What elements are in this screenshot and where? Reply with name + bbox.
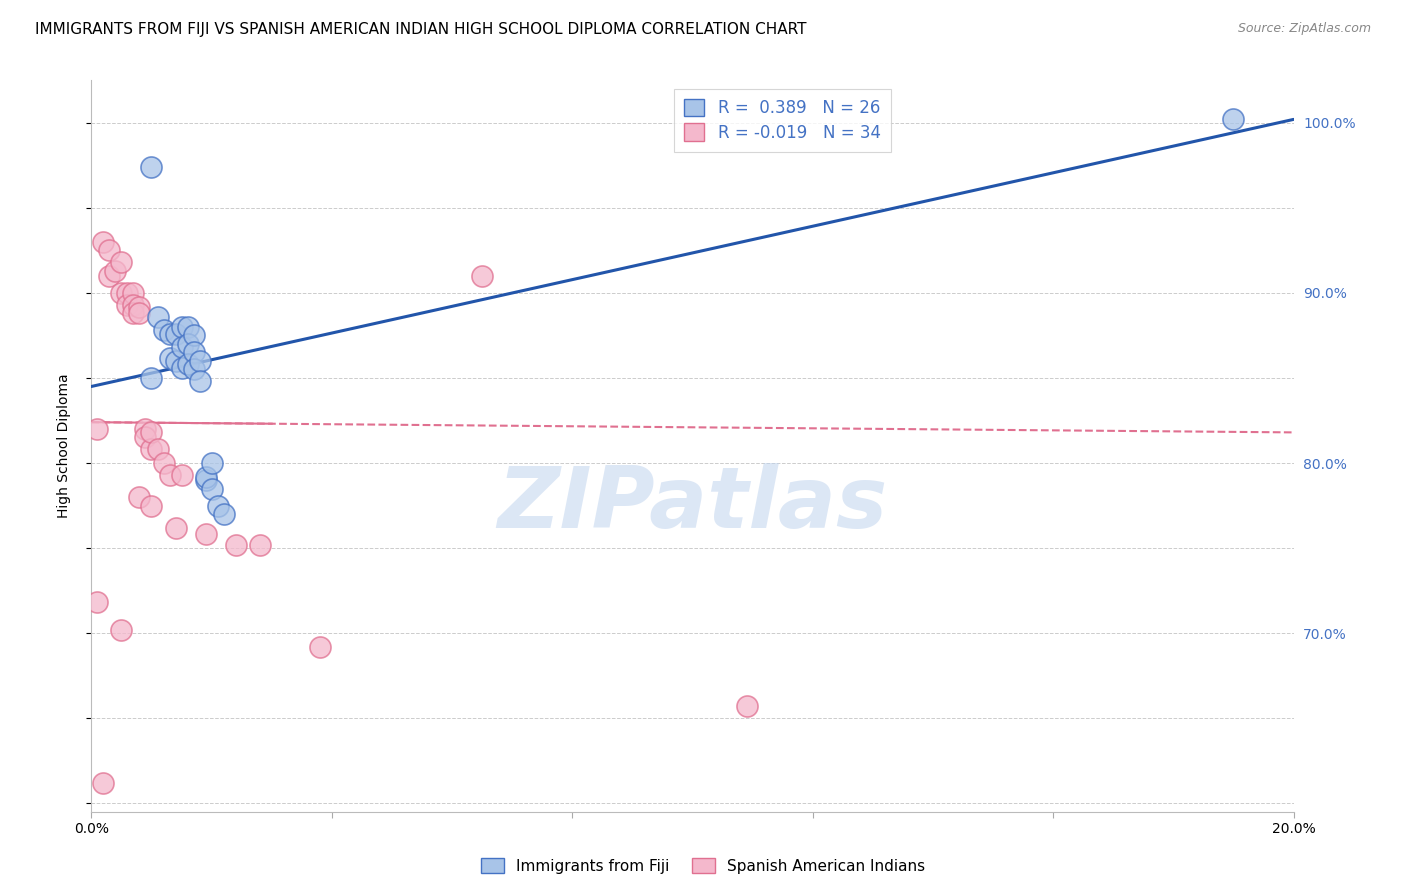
Point: [201, 482, 224, 496]
Point: [86, 422, 108, 436]
Point: [212, 507, 235, 521]
Point: [159, 467, 181, 482]
Point: [152, 456, 174, 470]
Point: [141, 425, 163, 440]
Text: Source: ZipAtlas.com: Source: ZipAtlas.com: [1237, 22, 1371, 36]
Text: IMMIGRANTS FROM FIJI VS SPANISH AMERICAN INDIAN HIGH SCHOOL DIPLOMA CORRELATION : IMMIGRANTS FROM FIJI VS SPANISH AMERICAN…: [35, 22, 807, 37]
Point: [176, 357, 198, 371]
Point: [110, 285, 132, 300]
Point: [86, 595, 108, 609]
Point: [159, 326, 181, 341]
Point: [110, 255, 132, 269]
Legend: Immigrants from Fiji, Spanish American Indians: Immigrants from Fiji, Spanish American I…: [475, 852, 931, 880]
Point: [104, 264, 127, 278]
Point: [194, 469, 217, 483]
Point: [249, 538, 271, 552]
Point: [176, 320, 198, 334]
Point: [188, 375, 211, 389]
Point: [128, 300, 150, 314]
Point: [159, 351, 181, 365]
Point: [183, 345, 205, 359]
Point: [225, 538, 247, 552]
Point: [128, 490, 150, 504]
Point: [141, 442, 163, 457]
Point: [170, 467, 193, 482]
Y-axis label: High School Diploma: High School Diploma: [56, 374, 70, 518]
Legend: R =  0.389   N = 26, R = -0.019   N = 34: R = 0.389 N = 26, R = -0.019 N = 34: [675, 88, 891, 152]
Point: [308, 640, 330, 654]
Point: [128, 306, 150, 320]
Point: [170, 360, 193, 375]
Point: [117, 298, 139, 312]
Text: ZIPatlas: ZIPatlas: [498, 463, 887, 546]
Point: [1222, 112, 1244, 127]
Point: [170, 340, 193, 354]
Point: [98, 244, 121, 258]
Point: [117, 285, 139, 300]
Point: [201, 456, 224, 470]
Point: [183, 328, 205, 343]
Point: [98, 268, 121, 283]
Point: [152, 323, 174, 337]
Point: [183, 362, 205, 376]
Point: [170, 320, 193, 334]
Point: [165, 521, 187, 535]
Point: [471, 268, 494, 283]
Point: [194, 527, 217, 541]
Point: [165, 354, 187, 368]
Point: [134, 422, 156, 436]
Point: [146, 310, 169, 324]
Point: [141, 371, 163, 385]
Point: [122, 298, 145, 312]
Point: [207, 499, 229, 513]
Point: [194, 473, 217, 487]
Point: [141, 499, 163, 513]
Point: [735, 699, 758, 714]
Point: [93, 776, 115, 790]
Point: [165, 326, 187, 341]
Point: [176, 337, 198, 351]
Point: [122, 306, 145, 320]
Point: [134, 430, 156, 444]
Point: [146, 442, 169, 457]
Point: [141, 160, 163, 174]
Point: [188, 354, 211, 368]
Point: [93, 235, 115, 249]
Point: [110, 623, 132, 637]
Point: [122, 285, 145, 300]
